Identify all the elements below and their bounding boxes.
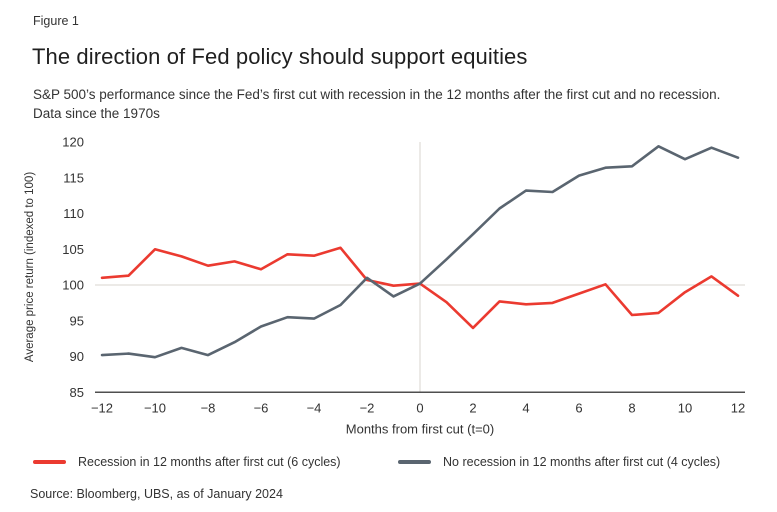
x-tick-label: 2 <box>469 400 476 415</box>
x-tick-label: −2 <box>360 400 375 415</box>
recession-line-swatch <box>33 460 66 464</box>
x-tick-label: −12 <box>91 400 113 415</box>
x-tick-label: 6 <box>575 400 582 415</box>
y-tick-label: 90 <box>70 349 84 364</box>
no-recession-line-swatch <box>398 460 431 464</box>
chart-legend: Recession in 12 months after first cut (… <box>0 454 777 470</box>
source-line: Source: Bloomberg, UBS, as of January 20… <box>30 487 283 501</box>
line-chart: 85 90 95 100 105 110 115 120 −12 −10 −8 −6 −4 −2 0 2 4 6 8… <box>24 135 745 437</box>
y-tick-label: 85 <box>70 385 84 400</box>
chart-title: The direction of Fed policy should suppo… <box>32 44 528 69</box>
y-tick-label: 115 <box>63 170 84 185</box>
y-tick-label: 95 <box>70 313 84 328</box>
y-tick-label: 110 <box>63 206 84 221</box>
y-tick-label: 100 <box>62 278 84 293</box>
x-tick-label: −10 <box>144 400 166 415</box>
legend-label-no-recession: No recession in 12 months after first cu… <box>443 455 721 469</box>
x-tick-label: 10 <box>678 400 692 415</box>
y-axis-title: Average price return (indexed to 100) <box>24 172 36 362</box>
x-tick-label: 0 <box>416 400 423 415</box>
y-tick-label: 120 <box>62 135 84 150</box>
legend-label-recession: Recession in 12 months after first cut (… <box>78 455 341 469</box>
x-tick-label: 4 <box>522 400 529 415</box>
no-recession-line <box>100 144 740 359</box>
x-axis-title: Months from first cut (t=0) <box>346 421 494 436</box>
x-tick-label: −4 <box>307 400 322 415</box>
x-tick-label: 12 <box>731 400 745 415</box>
legend-item-recession: Recession in 12 months after first cut (… <box>33 454 341 470</box>
x-tick-label: 8 <box>628 400 635 415</box>
legend-item-no-recession: No recession in 12 months after first cu… <box>398 454 720 470</box>
y-tick-label: 105 <box>62 242 84 257</box>
x-tick-label: −6 <box>254 400 269 415</box>
figure-label: Figure 1 <box>33 14 79 28</box>
x-tick-label: −8 <box>201 400 216 415</box>
chart-subtitle: S&P 500’s performance since the Fed’s fi… <box>33 87 721 121</box>
